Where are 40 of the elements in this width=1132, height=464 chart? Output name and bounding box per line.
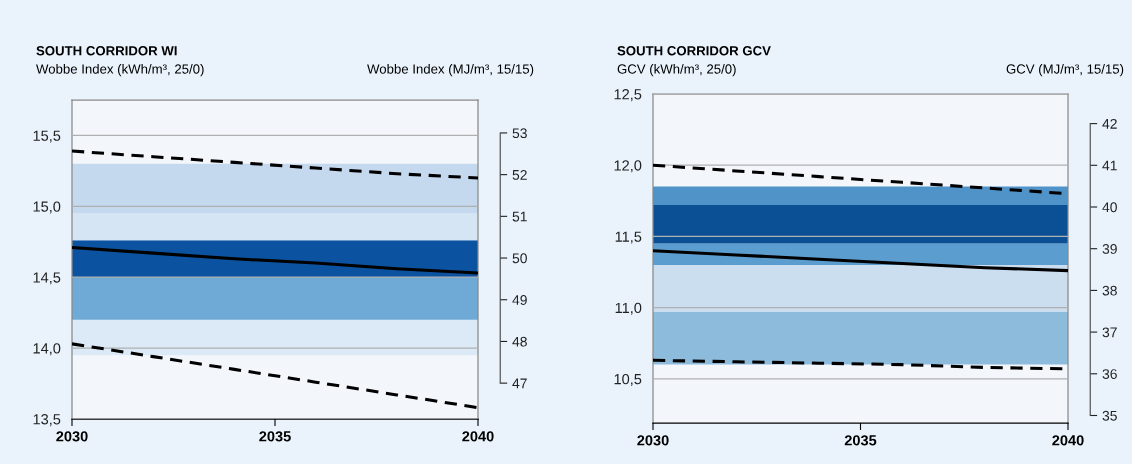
y-tick-label: 15,5 <box>33 130 61 143</box>
y-tick-label: 12,0 <box>614 160 642 173</box>
y2-tick-label: 35 <box>1102 410 1117 421</box>
y-axis-title: GCV (kWh/m³, 25/0) <box>617 64 736 77</box>
y2-tick-label: 41 <box>1102 160 1117 171</box>
x-tick-label: 2030 <box>56 431 88 442</box>
y2-tick-label: 47 <box>512 378 527 389</box>
chart-title: SOUTH CORRIDOR GCV <box>617 46 771 56</box>
x-tick-label: 2035 <box>259 431 291 442</box>
y2-tick-label: 51 <box>512 211 527 222</box>
y2-tick-label: 42 <box>1102 118 1117 129</box>
y2-tick-label: 37 <box>1102 327 1117 338</box>
line-series <box>72 342 478 410</box>
y2-axis-title: GCV (MJ/m³, 15/15) <box>1006 64 1124 77</box>
y-tick-label: 12,5 <box>614 89 642 102</box>
y2-tick-label: 38 <box>1102 285 1117 296</box>
y-tick-label: 13,5 <box>33 414 61 427</box>
y2-tick-label: 39 <box>1102 244 1117 254</box>
y2-tick-label: 50 <box>512 253 527 264</box>
x-tick-label: 2040 <box>462 431 494 442</box>
y2-tick-label: 40 <box>1102 202 1117 213</box>
y-tick-label: 11,0 <box>615 302 642 315</box>
y-tick-label: 14,0 <box>33 343 61 356</box>
y2-tick-label: 36 <box>1102 369 1117 379</box>
y2-axis-title: Wobbe Index (MJ/m³, 15/15) <box>367 64 534 77</box>
x-tick-label: 2035 <box>844 435 877 446</box>
y2-tick-label: 49 <box>512 295 527 305</box>
x-tick-label: 2030 <box>637 435 669 446</box>
y-tick-label: 15,0 <box>33 201 61 214</box>
y-axis-title: Wobbe Index (kWh/m³, 25/0) <box>36 64 204 77</box>
y2-tick-label: 48 <box>512 336 527 347</box>
chart-title: SOUTH CORRIDOR WI <box>36 46 177 56</box>
y-tick-label: 11,5 <box>615 231 642 244</box>
line-series <box>72 149 478 180</box>
y2-tick-label: 52 <box>512 169 527 180</box>
x-tick-label: 2040 <box>1052 435 1084 446</box>
y2-tick-label: 53 <box>512 128 527 139</box>
y-tick-label: 14,5 <box>33 272 61 285</box>
line-series <box>653 249 1068 273</box>
y-tick-label: 10,5 <box>614 373 642 386</box>
